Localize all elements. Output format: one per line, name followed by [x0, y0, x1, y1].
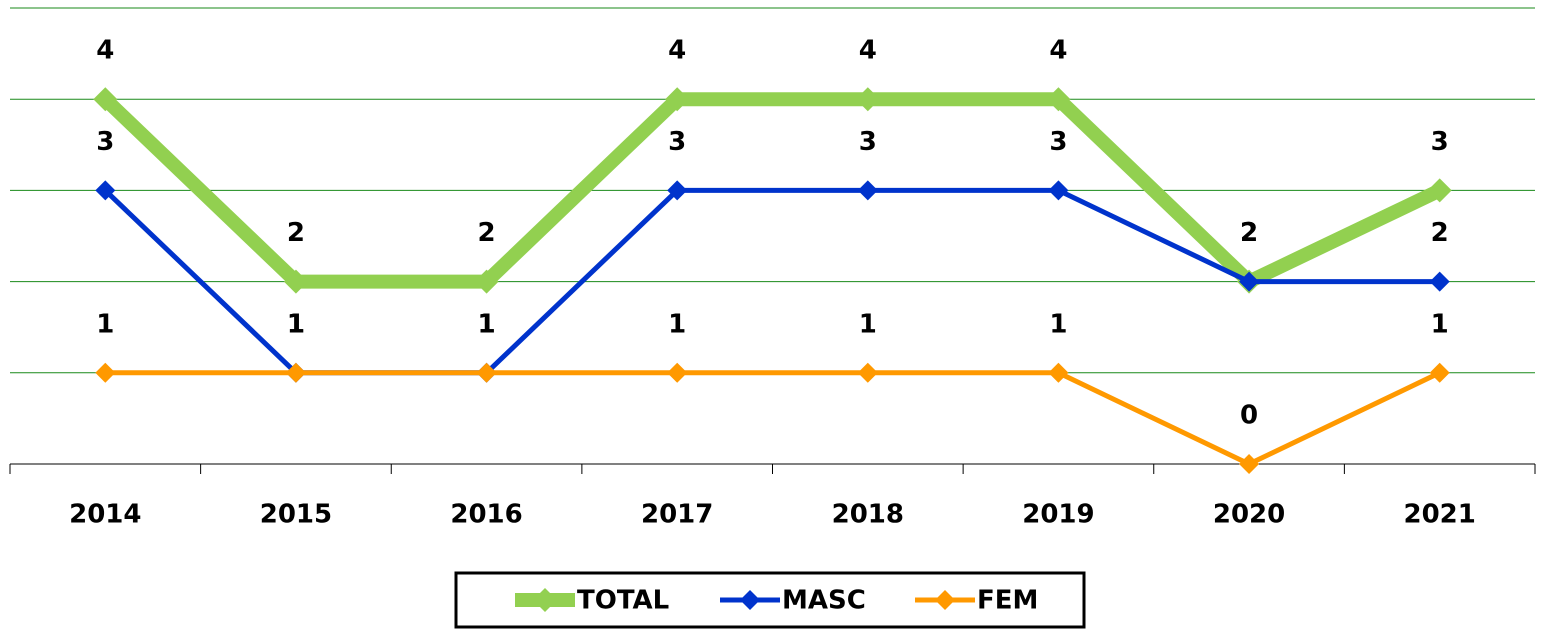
x-tick-label: 2018 — [832, 500, 904, 530]
x-tick-label: 2019 — [1022, 500, 1094, 530]
data-label: 3 — [1431, 127, 1449, 157]
point-marker — [474, 269, 499, 294]
point-marker — [857, 180, 878, 201]
data-label: 2 — [287, 218, 305, 248]
data-label: 3 — [1049, 127, 1067, 157]
data-label: 2 — [478, 218, 496, 248]
data-label: 3 — [96, 127, 114, 157]
data-label: 1 — [287, 309, 305, 339]
point-marker — [95, 180, 116, 201]
point-marker — [95, 362, 116, 383]
data-label: 2 — [1431, 218, 1449, 248]
data-label: 1 — [478, 309, 496, 339]
legend-label: TOTAL — [577, 586, 669, 616]
legend-label: FEM — [977, 586, 1038, 616]
data-label: 1 — [1049, 309, 1067, 339]
legend-label: MASC — [782, 586, 866, 616]
x-tick-label: 2015 — [260, 500, 332, 530]
data-label: 4 — [668, 36, 686, 66]
point-marker — [1046, 87, 1071, 112]
data-label: 4 — [96, 36, 114, 66]
data-label: 1 — [478, 309, 496, 339]
x-tick-label: 2020 — [1213, 500, 1285, 530]
point-marker — [665, 87, 690, 112]
point-marker — [1048, 180, 1069, 201]
data-label: 1 — [1431, 309, 1449, 339]
point-marker — [667, 180, 688, 201]
point-marker — [476, 362, 497, 383]
data-label: 3 — [668, 127, 686, 157]
point-marker — [93, 87, 118, 112]
point-marker — [285, 362, 306, 383]
data-label: 4 — [1049, 36, 1067, 66]
point-marker — [667, 362, 688, 383]
x-tick-label: 2014 — [69, 500, 141, 530]
series-line — [100, 92, 1443, 289]
data-label: 2 — [1240, 218, 1258, 248]
point-marker — [1048, 362, 1069, 383]
data-label: 1 — [287, 309, 305, 339]
data-label: 1 — [96, 309, 114, 339]
data-label: 1 — [668, 309, 686, 339]
point-marker — [1429, 362, 1450, 383]
point-marker — [1427, 178, 1452, 203]
legend-marker — [533, 588, 557, 612]
data-label: 3 — [859, 127, 877, 157]
x-tick-label: 2021 — [1404, 500, 1476, 530]
point-marker — [1429, 271, 1450, 292]
legend-marker — [740, 590, 760, 610]
point-marker — [855, 87, 880, 112]
x-tick-label: 2017 — [641, 500, 713, 530]
legend-marker — [935, 590, 955, 610]
point-marker — [283, 269, 308, 294]
data-label: 0 — [1240, 401, 1258, 431]
data-label: 1 — [859, 309, 877, 339]
point-marker — [1239, 271, 1260, 292]
data-label: 4 — [859, 36, 877, 66]
point-marker — [857, 362, 878, 383]
x-tick-label: 2016 — [450, 500, 522, 530]
series-line — [105, 370, 1441, 467]
point-marker — [1239, 454, 1260, 474]
data-label: 2 — [1240, 218, 1258, 248]
